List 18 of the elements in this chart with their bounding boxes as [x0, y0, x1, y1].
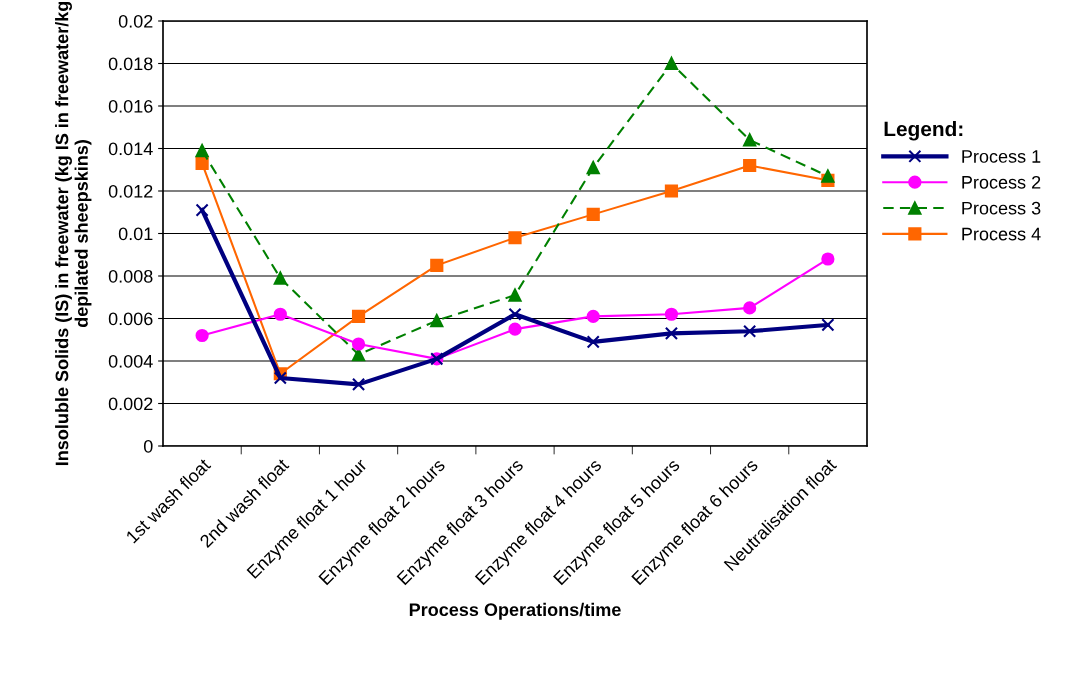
- y-tick-label: 0.016: [108, 99, 153, 113]
- y-axis-title: Insoluble Solids (IS) in freewater (kg IS in freewater/kg depilated sheepskins): [55, 1, 92, 466]
- legend-title: Legend:: [884, 121, 963, 141]
- y-tick-label: 0.012: [108, 184, 153, 198]
- legend-label: Process 3: [962, 201, 1041, 215]
- x-axis-title: Process Operations/time: [409, 602, 621, 620]
- legend-label: Process 2: [962, 175, 1041, 189]
- y-tick-label: 0.004: [108, 354, 153, 368]
- y-tick-label: 0.018: [108, 57, 153, 71]
- y-tick-label: 0.01: [118, 227, 153, 241]
- y-tick-label: 0: [143, 439, 153, 453]
- y-tick-label: 0.014: [108, 142, 153, 156]
- y-tick-label: 0.008: [108, 269, 153, 283]
- legend-label: Process 4: [962, 227, 1041, 241]
- y-tick-label: 0.002: [108, 397, 153, 411]
- legend-label: Process 1: [962, 150, 1041, 163]
- y-tick-label: 0.02: [118, 14, 153, 28]
- y-tick-label: 0.006: [108, 312, 153, 326]
